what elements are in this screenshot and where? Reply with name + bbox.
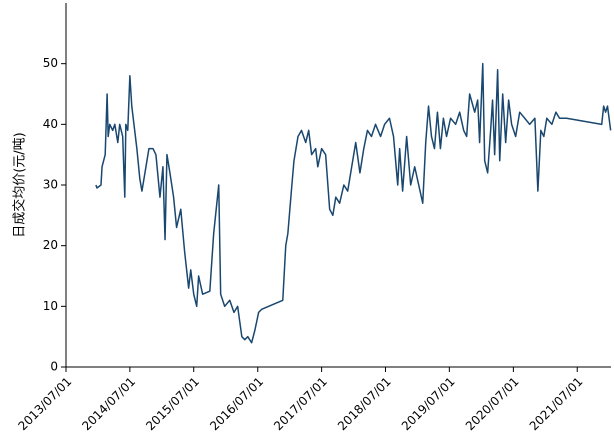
x-tick-label: 2016/07/01 bbox=[207, 374, 266, 433]
y-axis-label: 日成交均价(元/吨) bbox=[12, 132, 28, 238]
y-tick-label: 40 bbox=[43, 117, 58, 131]
x-tick-label: 2014/07/01 bbox=[79, 374, 138, 433]
x-tick-label: 2020/07/01 bbox=[463, 374, 522, 433]
y-tick-label: 50 bbox=[43, 56, 58, 70]
x-tick-label: 2013/07/01 bbox=[16, 374, 75, 433]
price-line bbox=[95, 62, 612, 344]
y-tick-label: 30 bbox=[43, 178, 58, 192]
y-tick-label: 0 bbox=[50, 360, 58, 374]
x-tick-label: 2017/07/01 bbox=[271, 374, 330, 433]
x-tick-label: 2018/07/01 bbox=[335, 374, 394, 433]
x-tick-label: 2015/07/01 bbox=[143, 374, 202, 433]
y-tick-label: 10 bbox=[43, 299, 58, 313]
y-tick-label: 20 bbox=[43, 238, 58, 252]
x-tick-label: 2021/07/01 bbox=[527, 374, 586, 433]
x-tick-label: 2019/07/01 bbox=[399, 374, 458, 433]
